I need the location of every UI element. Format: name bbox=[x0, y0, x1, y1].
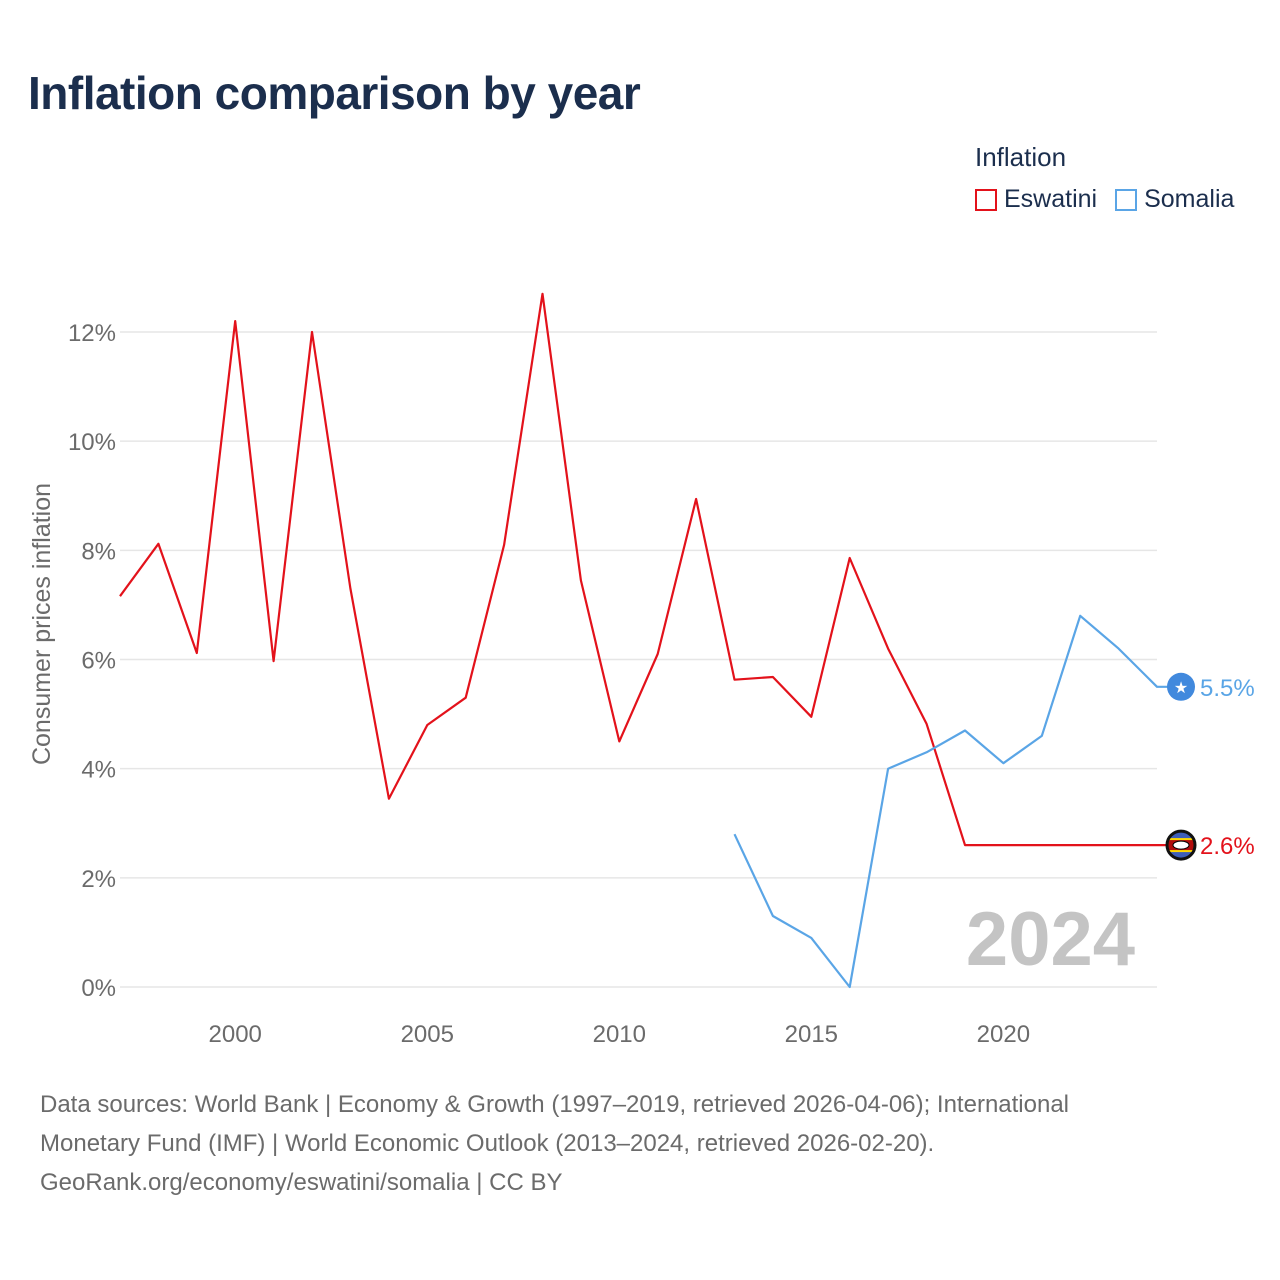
y-axis-label: Consumer prices inflation bbox=[28, 483, 56, 765]
gridlines bbox=[120, 331, 1157, 988]
data-sources: Data sources: World Bank | Economy & Gro… bbox=[40, 1085, 1240, 1202]
legend-label-eswatini: Eswatini bbox=[1004, 185, 1098, 213]
x-tick-label: 2010 bbox=[593, 1021, 646, 1048]
chart-title: Inflation comparison by year bbox=[28, 67, 641, 119]
y-tick-label: 4% bbox=[81, 757, 116, 784]
flag-circle bbox=[1167, 672, 1195, 701]
y-tick-label: 12% bbox=[68, 320, 116, 347]
sources-line-1: Data sources: World Bank | Economy & Gro… bbox=[40, 1091, 1070, 1118]
sources-line-2: Monetary Fund (IMF) | World Economic Out… bbox=[40, 1130, 935, 1157]
x-tick-label: 2015 bbox=[785, 1021, 838, 1048]
legend-label-somalia: Somalia bbox=[1144, 185, 1235, 213]
legend-item-eswatini[interactable]: Eswatini bbox=[975, 185, 1097, 214]
y-tick-label: 8% bbox=[81, 538, 116, 565]
flag-icon-eswatini bbox=[1165, 829, 1197, 861]
legend-swatch-eswatini bbox=[975, 188, 997, 211]
y-tick-label: 0% bbox=[81, 975, 116, 1002]
end-value-label-somalia: 5.5% bbox=[1200, 675, 1255, 702]
end-markers: 2.6% ★ 5.5% bbox=[1165, 672, 1255, 861]
sources-line-3: GeoRank.org/economy/eswatini/somalia | C… bbox=[40, 1169, 563, 1196]
x-tick-label: 2020 bbox=[977, 1021, 1030, 1048]
legend-title: Inflation bbox=[975, 142, 1067, 172]
y-tick-label: 6% bbox=[81, 648, 116, 675]
legend: Inflation Eswatini Somalia bbox=[975, 142, 1234, 214]
legend-item-somalia[interactable]: Somalia bbox=[1115, 185, 1234, 214]
flag-shield bbox=[1172, 840, 1190, 850]
series bbox=[119, 292, 1168, 989]
series-line-eswatini bbox=[119, 292, 1168, 847]
flag-icon-somalia: ★ bbox=[1167, 672, 1195, 701]
y-axis-ticks: 0% 2% 4% 6% 8% 10% 12% bbox=[68, 320, 116, 1002]
legend-swatch-somalia bbox=[1115, 188, 1138, 211]
y-tick-label: 10% bbox=[68, 429, 116, 456]
star-icon: ★ bbox=[1174, 678, 1188, 697]
end-value-label-eswatini: 2.6% bbox=[1200, 833, 1255, 860]
x-axis-ticks: 2000 2005 2010 2015 2020 bbox=[209, 1021, 1031, 1048]
flag-border bbox=[1165, 829, 1197, 861]
year-watermark: 2024 bbox=[966, 897, 1135, 982]
x-tick-label: 2005 bbox=[401, 1021, 454, 1048]
y-tick-label: 2% bbox=[81, 866, 116, 893]
x-tick-label: 2000 bbox=[209, 1021, 262, 1048]
